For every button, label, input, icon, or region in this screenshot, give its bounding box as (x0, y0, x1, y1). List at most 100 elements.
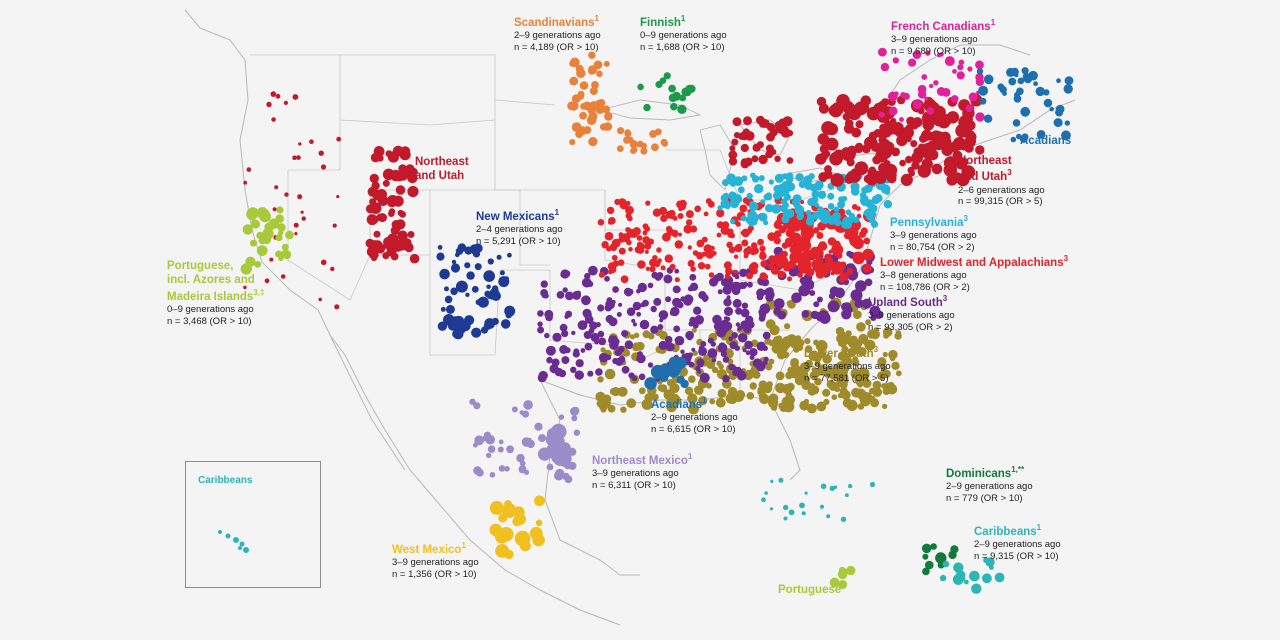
dot-scandinavians (617, 127, 625, 135)
dot-upland-south (544, 332, 550, 339)
dot-northeast-utah (407, 231, 415, 238)
dot-lower-midwest (649, 265, 656, 273)
dot-lower-midwest (800, 199, 805, 205)
dot-upland-south (723, 306, 734, 316)
dot-upland-south (744, 340, 753, 350)
dot-lower-south (784, 323, 791, 330)
dot-portuguese (275, 234, 283, 242)
dot-lower-midwest (692, 250, 699, 256)
dot-lower-midwest (701, 236, 708, 243)
dot-northeast-utah (964, 143, 974, 153)
dot-pennsylvania (817, 190, 827, 199)
dot-northeast-utah (740, 158, 750, 167)
dot-pennsylvania (817, 210, 824, 217)
dot-lower-south (839, 340, 847, 348)
dot-acadians (1049, 106, 1054, 112)
dot-caribbeans (840, 516, 847, 522)
dot-pennsylvania (773, 191, 782, 200)
dot-upland-south (828, 293, 836, 300)
dot-northeast-utah (318, 297, 323, 302)
dot-scandinavians (661, 140, 669, 147)
dot-lower-south (797, 339, 805, 347)
dot-lower-south (846, 399, 858, 411)
dot-caribbeans (982, 573, 992, 584)
label-gen: 2–4 generations ago (476, 224, 563, 236)
dot-acadians (1064, 120, 1071, 126)
dot-pennsylvania (760, 199, 766, 205)
dot-northeast-utah (953, 172, 962, 180)
dot-acadians (644, 377, 657, 390)
dot-upland-south (574, 370, 584, 380)
dot-upland-south (588, 327, 595, 334)
dot-french-canadians (892, 57, 899, 64)
dot-northeast-mexico (506, 445, 514, 454)
dot-caribbeans (994, 572, 1005, 583)
dot-pennsylvania (833, 206, 840, 213)
dot-upland-south (762, 331, 771, 340)
dot-lower-south (817, 403, 825, 411)
label-n: n = 108,786 (OR > 2) (880, 282, 970, 294)
dot-pennsylvania (885, 190, 890, 195)
dot-upland-south (809, 290, 816, 296)
dot-french-canadians (878, 47, 887, 57)
dot-french-canadians (899, 117, 904, 122)
dot-upland-south (691, 347, 696, 352)
dot-acadians (1017, 77, 1025, 85)
dot-northeast-mexico (474, 437, 483, 446)
dot-northeast-utah (828, 143, 836, 150)
dot-upland-south (615, 357, 624, 366)
dot-caribbeans (826, 514, 831, 519)
dot-lower-south (782, 400, 795, 413)
dot-lower-midwest (839, 273, 846, 280)
label-gen: 2–9 generations ago (514, 30, 601, 42)
dot-lower-midwest (862, 263, 872, 273)
dot-pennsylvania (748, 221, 755, 227)
label-new-mexicans: New Mexicans1 2–4 generations ago n = 5,29… (476, 208, 563, 248)
dot-upland-south (688, 361, 695, 368)
dot-scandinavians (640, 142, 647, 150)
dot-northeast-mexico (487, 445, 496, 454)
dot-upland-south (588, 269, 594, 274)
dot-northeast-utah (818, 172, 828, 182)
dot-upland-south (657, 324, 664, 330)
dot-lower-midwest (708, 272, 715, 278)
dot-pennsylvania (795, 173, 804, 182)
dot-upland-south (612, 286, 619, 293)
label-lower-midwest: Lower Midwest and Appalachians3 3–8 gener… (880, 254, 1068, 294)
dot-upland-south (689, 273, 697, 281)
dot-upland-south (701, 294, 709, 302)
dot-northeast-utah (383, 236, 394, 248)
dot-northeast-utah (409, 253, 420, 264)
dot-lower-south (692, 350, 698, 356)
dot-caribbeans (829, 485, 835, 491)
dot-pennsylvania (860, 195, 869, 204)
dot-lower-south (666, 379, 675, 387)
label-n: n = 1,688 (OR > 10) (640, 42, 725, 54)
dot-caribbeans (960, 576, 966, 581)
dot-upland-south (773, 298, 785, 309)
dot-acadians (1010, 136, 1017, 143)
dot-northeast-utah (868, 168, 875, 176)
dot-northeast-utah (911, 151, 923, 163)
dot-lower-south (607, 404, 616, 413)
dot-upland-south (636, 311, 642, 317)
dot-upland-south (575, 359, 584, 368)
dot-portuguese (282, 250, 292, 260)
dot-acadians (1002, 91, 1007, 96)
dot-upland-south (732, 298, 742, 308)
dot-portuguese (275, 250, 283, 258)
dot-northeast-mexico (546, 428, 559, 440)
dot-upland-south (561, 356, 570, 365)
dot-upland-south (680, 296, 686, 302)
dot-pennsylvania (861, 186, 869, 194)
dot-northeast-utah (264, 278, 270, 284)
dot-upland-south (737, 332, 748, 343)
dot-upland-south (694, 315, 704, 325)
dot-new-mexicans (450, 287, 458, 296)
dot-northeast-utah (320, 164, 327, 170)
dot-upland-south (587, 370, 594, 377)
dot-upland-south (813, 301, 820, 308)
dot-lower-midwest (696, 239, 705, 248)
dot-portuguese (240, 263, 252, 275)
dot-upland-south (731, 332, 738, 339)
